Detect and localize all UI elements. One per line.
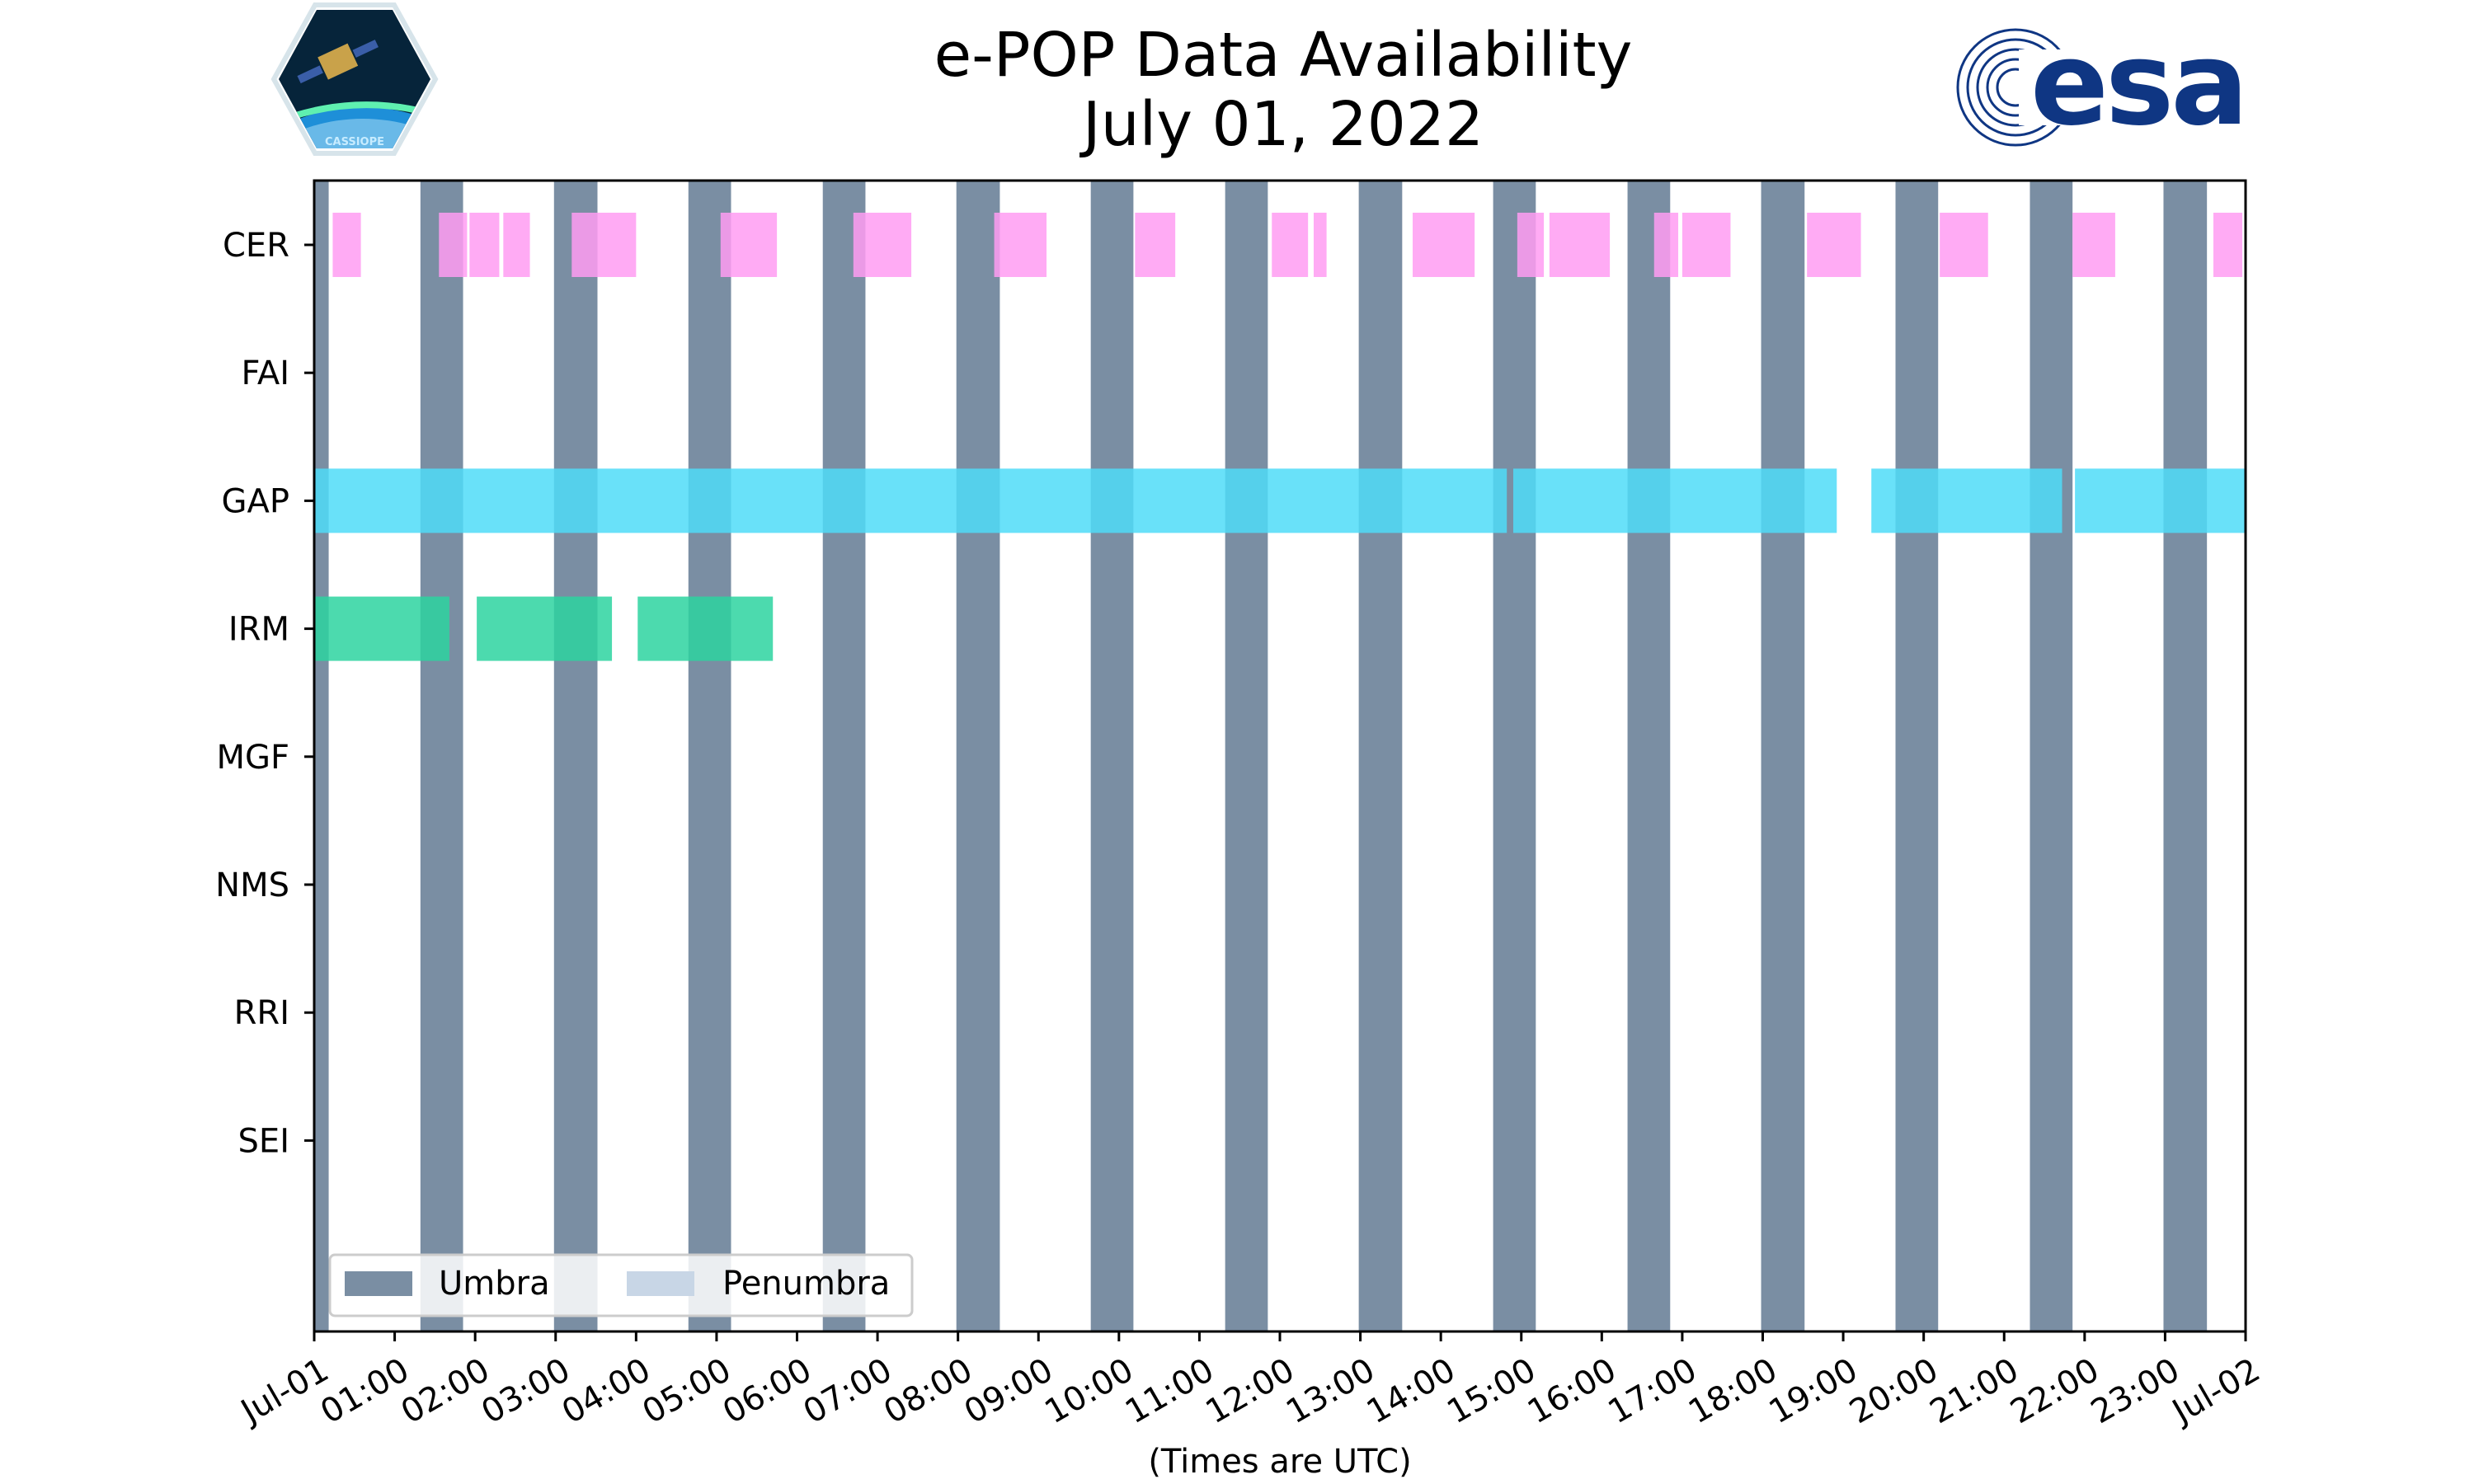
- y-tick-label-irm: IRM: [228, 611, 289, 649]
- x-tick-label-10: 10:00: [1038, 1351, 1140, 1431]
- x-tick-label-15: 15:00: [1441, 1351, 1542, 1431]
- x-tick-label-14: 14:00: [1361, 1351, 1462, 1431]
- x-tick-label-2: 02:00: [395, 1351, 496, 1431]
- y-tick-label-nms: NMS: [215, 866, 289, 904]
- x-tick-label-23: 23:00: [2085, 1351, 2186, 1431]
- cer-availability-bar-3: [503, 213, 530, 277]
- x-tick-label-16: 16:00: [1522, 1351, 1623, 1431]
- x-tick-label-0: Jul-01: [233, 1351, 335, 1432]
- cassiope-logo: CASSIOPE: [270, 2, 439, 156]
- gap-availability-bar-1: [1512, 468, 1837, 533]
- x-tick-label-4: 04:00: [556, 1351, 657, 1431]
- y-tick-label-fai: FAI: [242, 355, 290, 392]
- cer-availability-bar-10: [1313, 213, 1327, 277]
- cer-availability-bar-2: [469, 213, 500, 277]
- irm-availability-bar-2: [637, 596, 774, 661]
- irm-availability-bar-0: [314, 596, 449, 661]
- umbra-band-9: [1493, 181, 1536, 1331]
- gap-availability-bar-2: [1871, 468, 2062, 533]
- y-tick-label-rri: RRI: [234, 994, 289, 1032]
- cer-availability-bar-8: [1135, 213, 1176, 277]
- cer-availability-bar-16: [1807, 213, 1861, 277]
- umbra-band-12: [1895, 181, 1939, 1331]
- cer-availability-bar-19: [2213, 213, 2243, 277]
- legend: Umbra Penumbra: [328, 1253, 914, 1317]
- x-axis: Jul-0101:0002:0003:0004:0005:0006:0007:0…: [233, 1331, 2266, 1432]
- satellite-icon: [297, 40, 379, 84]
- x-tick-label-17: 17:00: [1602, 1351, 1703, 1431]
- series-layer: [314, 213, 2246, 661]
- cer-availability-bar-0: [332, 213, 361, 277]
- x-tick-label-9: 09:00: [958, 1351, 1060, 1431]
- cer-availability-bar-11: [1413, 213, 1475, 277]
- cer-availability-bar-12: [1517, 213, 1545, 277]
- esa-logo: esa: [1956, 17, 2249, 152]
- x-tick-label-1: 01:00: [314, 1351, 416, 1431]
- chart-title-line-2: July 01, 2022: [1079, 89, 1484, 160]
- cer-availability-bar-18: [2072, 213, 2115, 277]
- umbra-band-14: [2163, 181, 2208, 1331]
- legend-umbra-swatch: [345, 1271, 412, 1296]
- legend-penumbra-label: Penumbra: [722, 1265, 890, 1303]
- y-tick-label-cer: CER: [223, 227, 289, 265]
- x-tick-label-11: 11:00: [1119, 1351, 1221, 1431]
- umbra-band-0: [314, 181, 329, 1331]
- x-tick-label-18: 18:00: [1682, 1351, 1784, 1431]
- cer-availability-bar-9: [1272, 213, 1309, 277]
- cer-availability-bar-15: [1681, 213, 1731, 277]
- cer-availability-bar-5: [720, 213, 778, 277]
- umbra-layer: [314, 181, 2208, 1331]
- umbra-band-3: [688, 181, 731, 1331]
- x-tick-label-24: Jul-02: [2164, 1351, 2266, 1432]
- legend-umbra-label: Umbra: [439, 1265, 550, 1303]
- cer-availability-bar-14: [1653, 213, 1679, 277]
- cer-availability-bar-1: [439, 213, 468, 277]
- x-tick-label-13: 13:00: [1280, 1351, 1381, 1431]
- cer-availability-bar-13: [1549, 213, 1611, 277]
- irm-availability-bar-1: [477, 596, 613, 661]
- plot-frame: [313, 179, 2247, 1333]
- x-tick-label-5: 05:00: [636, 1351, 737, 1431]
- x-tick-label-19: 19:00: [1763, 1351, 1865, 1431]
- y-tick-label-sei: SEI: [238, 1122, 289, 1160]
- umbra-band-2: [553, 181, 598, 1331]
- cer-availability-bar-6: [853, 213, 912, 277]
- umbra-band-4: [822, 181, 866, 1331]
- umbra-band-10: [1627, 181, 1671, 1331]
- umbra-band-7: [1225, 181, 1268, 1331]
- esa-wordmark: esa: [2030, 17, 2246, 152]
- x-tick-label-7: 07:00: [797, 1351, 899, 1431]
- x-tick-label-21: 21:00: [1924, 1351, 2025, 1431]
- legend-box: [328, 1253, 914, 1317]
- chart-title-line-1: e-POP Data Availability: [934, 20, 1633, 91]
- x-axis-label: (Times are UTC): [1148, 1443, 1411, 1481]
- x-tick-label-20: 20:00: [1843, 1351, 1945, 1431]
- x-tick-label-22: 22:00: [2004, 1351, 2105, 1431]
- esa-swirl-mask: [2019, 49, 2085, 125]
- umbra-band-11: [1761, 181, 1805, 1331]
- x-tick-label-8: 08:00: [877, 1351, 979, 1431]
- umbra-band-13: [2030, 181, 2073, 1331]
- umbra-band-6: [1090, 181, 1134, 1331]
- cer-availability-bar-4: [571, 213, 637, 277]
- legend-penumbra-swatch: [627, 1271, 694, 1296]
- y-tick-label-gap: GAP: [222, 482, 289, 520]
- x-tick-label-12: 12:00: [1200, 1351, 1301, 1431]
- x-tick-label-6: 06:00: [717, 1351, 818, 1431]
- cer-availability-bar-17: [1940, 213, 1988, 277]
- x-tick-label-3: 03:00: [475, 1351, 576, 1431]
- y-axis: CER FAI GAP IRM MGF NMS RRI SEI: [215, 227, 314, 1160]
- umbra-band-8: [1358, 181, 1403, 1331]
- gap-availability-bar-3: [2075, 468, 2246, 533]
- umbra-band-1: [420, 181, 463, 1331]
- umbra-band-5: [956, 181, 1000, 1331]
- cassiope-logo-caption: CASSIOPE: [325, 136, 384, 148]
- gap-availability-bar-0: [314, 468, 1507, 533]
- cer-availability-bar-7: [994, 213, 1047, 277]
- y-tick-label-mgf: MGF: [216, 739, 289, 777]
